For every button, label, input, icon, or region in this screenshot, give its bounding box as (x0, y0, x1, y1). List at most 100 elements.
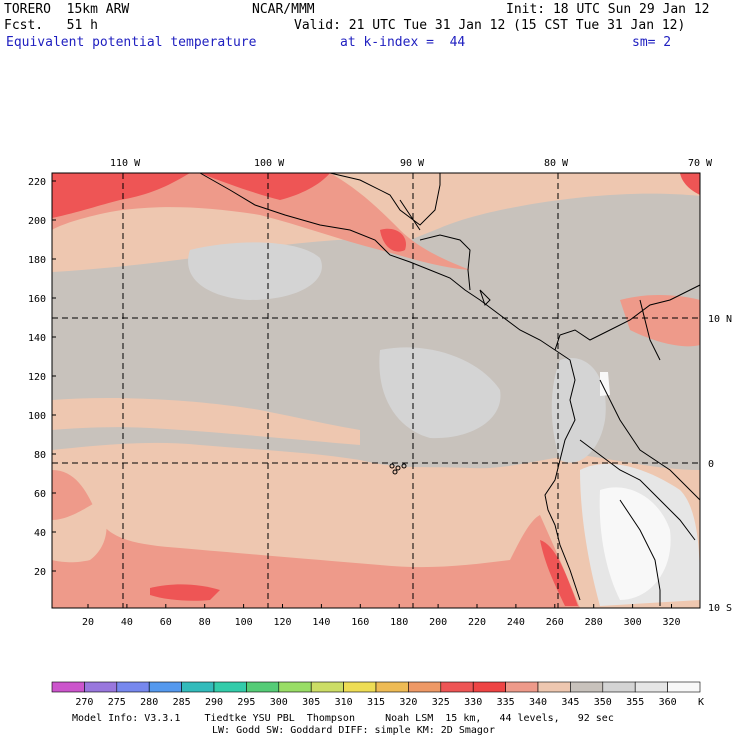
x-tick-label: 260 (546, 617, 564, 628)
field-region-330 (52, 173, 190, 218)
lat-label-10s: 10 S (708, 603, 732, 614)
x-tick-label: 320 (662, 617, 680, 628)
lat-lon-grid (52, 173, 700, 608)
field-region-330 (150, 584, 220, 601)
colorbar-swatch (84, 681, 118, 693)
colorbar-swatch (116, 681, 150, 693)
colorbar-swatch (246, 681, 280, 693)
x-tick-label: 20 (82, 617, 94, 628)
field-region-340 (52, 470, 580, 608)
field-region-355 (379, 347, 501, 439)
lon-label-110w: 110 W (110, 158, 141, 169)
lon-label-80w: 80 W (544, 158, 569, 169)
colorbar-swatch (51, 681, 85, 693)
colorbar-swatch (667, 681, 701, 693)
colorbar-label: 290 (205, 697, 223, 708)
field-region-355 (551, 358, 606, 463)
colorbar-swatch (181, 681, 215, 693)
smoothing-label: sm= 2 (632, 35, 672, 50)
colorbar-unit: K (698, 697, 704, 708)
colorbar-swatch (278, 681, 312, 693)
y-tick-label: 220 (28, 177, 46, 188)
colorbar-label: 310 (335, 697, 353, 708)
colorbar-swatch (408, 681, 442, 693)
x-axis-ticks: 20 40 60 80 100 120 140 160 180 200 220 240 260 280 30… (82, 604, 681, 628)
y-tick-label: 200 (28, 216, 46, 227)
colorbar-label: 300 (270, 697, 288, 708)
field-region-345 (52, 398, 360, 445)
colorbar-swatch (213, 681, 247, 693)
colorbar-label: 295 (237, 697, 255, 708)
colorbar-label: 355 (626, 697, 644, 708)
y-tick-label: 160 (28, 294, 46, 305)
y-axis-ticks: 220 200 180 160 140 120 100 80 60 40 20 (28, 177, 56, 578)
colorbar-swatch (148, 681, 182, 693)
colorbar-label: 305 (302, 697, 320, 708)
colorbar-swatch (634, 681, 668, 693)
colorbar-swatch (537, 681, 571, 693)
org-label: NCAR/MMM (252, 2, 315, 17)
lon-label-90w: 90 W (400, 158, 425, 169)
coastlines (199, 172, 701, 606)
physics-info: LW: Godd SW: Goddard DIFF: simple KM: 2D… (212, 725, 495, 736)
colorbar-swatch (440, 681, 474, 693)
y-tick-label: 180 (28, 255, 46, 266)
colorbar-swatch (505, 681, 539, 693)
x-tick-label: 140 (312, 617, 330, 628)
x-tick-label: 40 (121, 617, 133, 628)
colorbar-swatch (602, 681, 636, 693)
x-tick-label: 120 (273, 617, 291, 628)
field-region-360 (599, 487, 671, 600)
x-tick-label: 220 (468, 617, 486, 628)
colorbar-label: 285 (173, 697, 191, 708)
y-tick-label: 100 (28, 411, 46, 422)
map-frame (51, 172, 701, 609)
x-tick-label: 180 (390, 617, 408, 628)
x-tick-label: 100 (235, 617, 253, 628)
colorbar-swatch (570, 681, 604, 693)
field-region-330 (380, 228, 406, 252)
colorbar-swatch (343, 681, 377, 693)
galapagos-islands (389, 463, 407, 475)
lat-label-10n: 10 N (708, 314, 732, 325)
colorbar-label: 275 (108, 697, 126, 708)
level-label: at k-index = 44 (340, 35, 466, 50)
colorbar: 270 275 280 285 290 295 300 305 310 315 320 325 330 3… (51, 681, 701, 708)
colorbar-label: 360 (659, 697, 677, 708)
colorbar-label: 315 (367, 697, 385, 708)
lat-label-0: 0 (708, 459, 714, 470)
colorbar-label: 270 (75, 697, 93, 708)
field-region-340 (52, 173, 470, 270)
y-tick-label: 80 (34, 450, 46, 461)
x-tick-label: 160 (351, 617, 369, 628)
valid-time: Valid: 21 UTC Tue 31 Jan 12 (15 CST Tue … (294, 18, 686, 33)
lon-label-70w: 70 W (688, 158, 713, 169)
colorbar-label: 320 (399, 697, 417, 708)
y-tick-label: 60 (34, 489, 46, 500)
field-region-355 (188, 242, 322, 300)
model-title: TORERO 15km ARW (4, 2, 130, 17)
colorbar-label: 280 (140, 697, 158, 708)
colorbar-swatch (375, 681, 409, 693)
field-region-360 (600, 372, 610, 396)
colorbar-label: 325 (432, 697, 450, 708)
field-region-330 (680, 173, 700, 195)
x-tick-label: 300 (624, 617, 642, 628)
forecast-hour: Fcst. 51 h (4, 18, 98, 33)
colorbar-label: 335 (497, 697, 515, 708)
x-tick-label: 280 (585, 617, 603, 628)
y-tick-label: 120 (28, 372, 46, 383)
colorbar-label: 340 (529, 697, 547, 708)
colorbar-label: 330 (464, 697, 482, 708)
x-tick-label: 80 (199, 617, 211, 628)
x-tick-label: 60 (160, 617, 172, 628)
x-tick-label: 240 (507, 617, 525, 628)
field-region-330 (200, 173, 330, 200)
colorbar-swatch (472, 681, 506, 693)
y-tick-label: 20 (34, 567, 46, 578)
y-tick-label: 40 (34, 528, 46, 539)
field-region-340 (52, 500, 107, 563)
init-time: Init: 18 UTC Sun 29 Jan 12 (506, 2, 710, 17)
field-region-330 (540, 540, 578, 606)
